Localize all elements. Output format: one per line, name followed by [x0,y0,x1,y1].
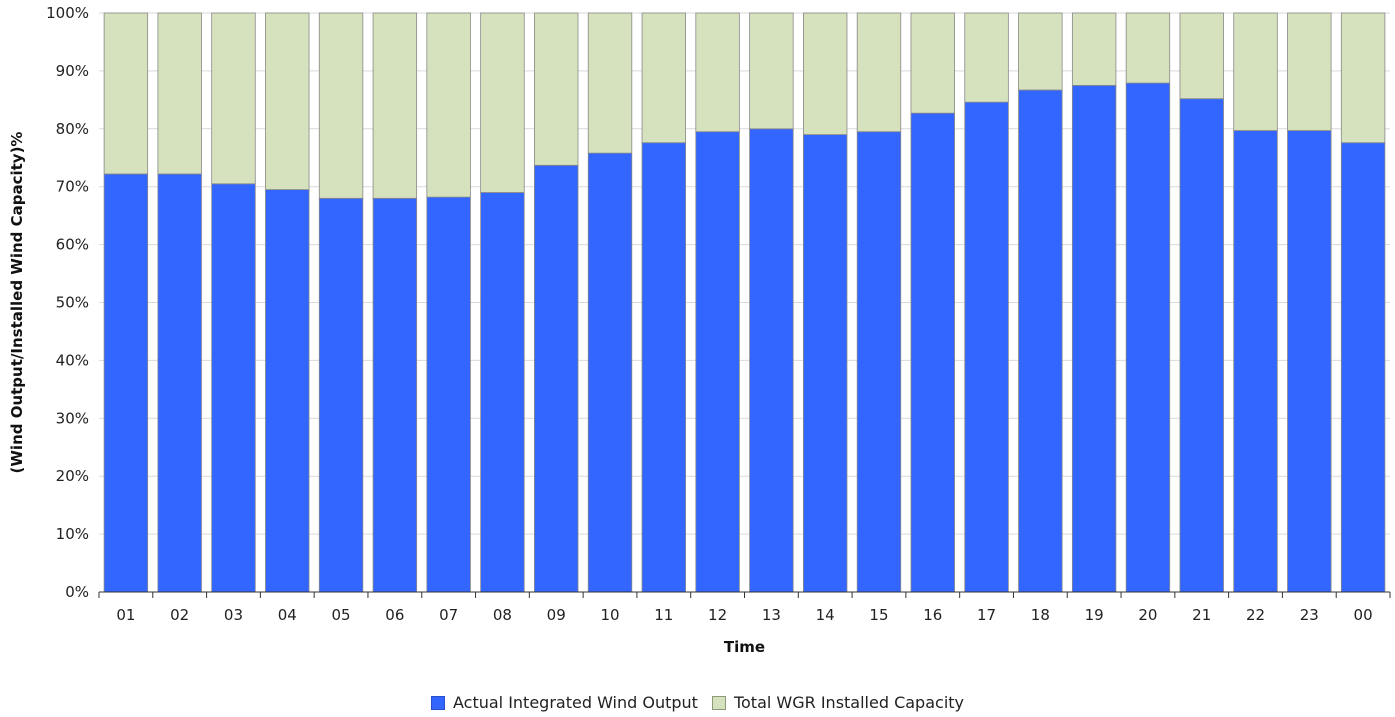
bar-actual-output[interactable] [964,101,1009,593]
x-tick-label: 04 [278,606,297,624]
bar-installed-capacity[interactable] [1179,12,1224,100]
x-tick-label: 15 [869,606,888,624]
x-tick-label: 00 [1354,606,1373,624]
x-tick-label: 12 [708,606,727,624]
bar-installed-capacity[interactable] [749,12,794,130]
bar-installed-capacity[interactable] [910,12,955,114]
legend-item-actual-output[interactable]: Actual Integrated Wind Output [430,693,698,712]
bar-installed-capacity[interactable] [1287,12,1332,131]
legend: Actual Integrated Wind Output Total WGR … [0,693,1395,712]
bar-installed-capacity[interactable] [803,12,848,135]
x-tick-label: 20 [1138,606,1157,624]
y-tick-label: 80% [56,120,89,138]
y-tick-label: 100% [46,4,89,22]
bar-installed-capacity[interactable] [265,12,310,190]
y-axis-title: (Wind Output/Installed Wind Capacity)% [8,132,26,474]
bar-installed-capacity[interactable] [856,12,902,133]
bar-actual-output[interactable] [910,112,955,593]
x-tick-label: 14 [816,606,835,624]
y-tick-label: 60% [56,236,89,254]
bar-installed-capacity[interactable] [641,12,686,144]
bar-actual-output[interactable] [803,134,848,593]
legend-swatch-installed-capacity [711,695,726,710]
legend-item-installed-capacity[interactable]: Total WGR Installed Capacity [711,693,964,712]
bar-actual-output[interactable] [856,131,902,593]
bar-installed-capacity[interactable] [587,12,633,154]
bars [103,12,1386,593]
bar-actual-output[interactable] [1287,130,1332,593]
bar-installed-capacity[interactable] [426,12,471,198]
x-tick-label: 08 [493,606,512,624]
bar-installed-capacity[interactable] [318,12,364,199]
x-tick-label: 06 [385,606,404,624]
bar-installed-capacity[interactable] [372,12,418,199]
bar-installed-capacity[interactable] [1071,12,1117,86]
bar-actual-output[interactable] [1018,89,1063,593]
bar-installed-capacity[interactable] [1018,12,1063,91]
x-tick-label: 10 [600,606,619,624]
y-tick-label: 90% [56,62,89,80]
x-tick-label: 17 [977,606,996,624]
bar-installed-capacity[interactable] [1125,12,1171,84]
bar-installed-capacity[interactable] [157,12,202,175]
bar-actual-output[interactable] [480,192,525,593]
x-tick-label: 03 [224,606,243,624]
bar-actual-output[interactable] [1071,84,1117,593]
bar-actual-output[interactable] [426,196,471,593]
bar-actual-output[interactable] [103,173,149,593]
legend-label-actual-output: Actual Integrated Wind Output [452,693,698,712]
bar-actual-output[interactable] [211,183,256,593]
x-tick-label: 16 [923,606,942,624]
x-tick-label: 21 [1192,606,1211,624]
x-tick-label: 07 [439,606,458,624]
bar-installed-capacity[interactable] [211,12,256,185]
y-tick-label: 50% [56,294,89,312]
bar-installed-capacity[interactable] [964,12,1009,103]
bar-actual-output[interactable] [1179,98,1224,593]
bar-actual-output[interactable] [372,197,418,593]
x-axis-title: Time [724,638,765,656]
y-tick-label: 40% [56,351,89,369]
bar-actual-output[interactable] [1340,142,1386,593]
x-tick-label: 22 [1246,606,1265,624]
x-tick-label: 01 [116,606,135,624]
bar-installed-capacity[interactable] [1340,12,1386,144]
y-tick-label: 70% [56,178,89,196]
gridlines [99,12,1390,593]
bar-installed-capacity[interactable] [103,12,149,175]
bar-actual-output[interactable] [318,197,364,593]
x-tick-label: 18 [1031,606,1050,624]
x-axis-ticks: 01 02 03 04 05 06 07 08 09 10 11 12 13 14 15 16 17 18 19 20… [98,592,1391,624]
x-tick-label: 02 [170,606,189,624]
bar-actual-output[interactable] [641,142,686,593]
bar-installed-capacity[interactable] [534,12,579,166]
y-tick-label: 0% [65,583,89,601]
bar-actual-output[interactable] [1233,130,1278,593]
x-tick-label: 11 [654,606,673,624]
x-tick-label: 09 [547,606,566,624]
y-tick-label: 30% [56,409,89,427]
legend-swatch-actual-output [430,695,445,710]
bar-actual-output[interactable] [695,131,740,593]
bar-installed-capacity[interactable] [1233,12,1278,131]
bar-installed-capacity[interactable] [480,12,525,193]
y-tick-label: 20% [56,467,89,485]
x-tick-label: 19 [1085,606,1104,624]
bar-actual-output[interactable] [1125,82,1171,593]
x-tick-label: 13 [762,606,781,624]
y-tick-label: 10% [56,525,89,543]
bar-actual-output[interactable] [534,164,579,593]
bar-actual-output[interactable] [157,173,202,593]
bar-actual-output[interactable] [265,189,310,593]
legend-label-installed-capacity: Total WGR Installed Capacity [733,693,964,712]
x-tick-label: 05 [332,606,351,624]
bar-installed-capacity[interactable] [695,12,740,133]
y-axis-ticks: 0% 10% 20% 30% 40% 50% 60% 70% 80% 90% 100% [46,4,89,601]
bar-actual-output[interactable] [749,128,794,593]
bar-actual-output[interactable] [587,152,633,593]
x-tick-label: 23 [1300,606,1319,624]
